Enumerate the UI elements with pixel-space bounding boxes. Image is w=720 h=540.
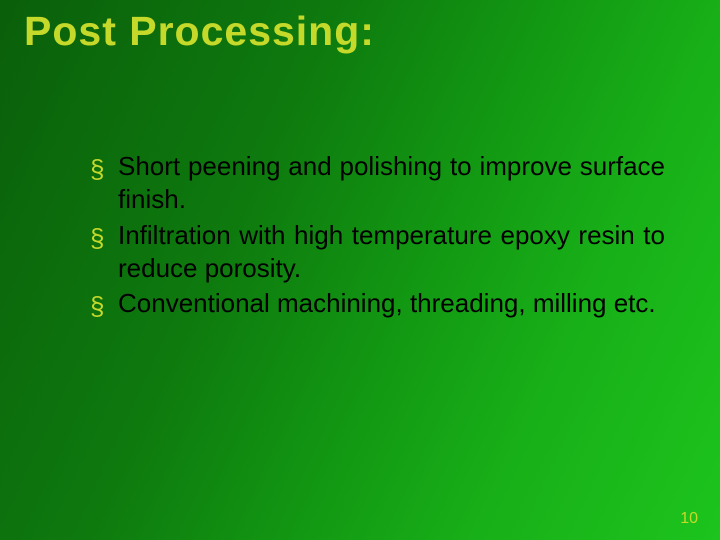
bullet-text: Short peening and polishing to improve s… <box>118 150 665 217</box>
bullet-icon: § <box>90 287 118 319</box>
page-number: 10 <box>680 510 698 528</box>
list-item: § Infiltration with high temperature epo… <box>90 219 665 286</box>
list-item: § Short peening and polishing to improve… <box>90 150 665 217</box>
bullet-text: Infiltration with high temperature epoxy… <box>118 219 665 286</box>
slide-title: Post Processing: <box>24 8 375 55</box>
list-item: § Conventional machining, threading, mil… <box>90 287 665 320</box>
bullet-icon: § <box>90 150 118 182</box>
bullet-list: § Short peening and polishing to improve… <box>90 150 665 322</box>
bullet-icon: § <box>90 219 118 251</box>
bullet-text: Conventional machining, threading, milli… <box>118 287 665 320</box>
slide: Post Processing: § Short peening and pol… <box>0 0 720 540</box>
